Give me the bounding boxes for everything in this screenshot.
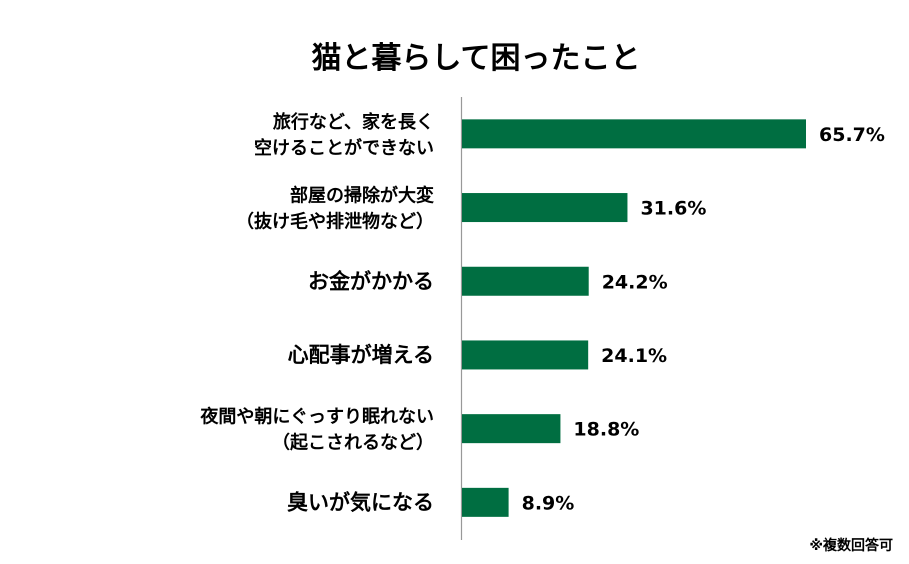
category-label-2: お金がかかる: [308, 269, 434, 293]
bar-4: [462, 414, 561, 444]
category-label-line: お金がかかる: [308, 269, 434, 293]
category-label-4: 夜間や朝にぐっすり眠れない （起こされるなど）: [199, 406, 434, 454]
value-label-5: 8.9%: [522, 492, 575, 514]
category-label-line: 夜間や朝にぐっすり眠れない: [199, 406, 434, 428]
category-label-line: 臭いが気になる: [287, 490, 434, 514]
category-label-1: 部屋の掃除が大変 （抜け毛や排泄物など）: [236, 185, 434, 233]
value-label-2: 24.2%: [602, 271, 668, 293]
bar-3: [462, 340, 589, 370]
value-label-4: 18.8%: [573, 419, 639, 441]
footnote: ※複数回答可: [809, 537, 893, 554]
category-label-line: 空けることができない: [254, 137, 434, 159]
category-label-0: 旅行など、家を長く空けることができない: [254, 111, 434, 159]
value-label-1: 31.6%: [640, 198, 706, 220]
value-label-0: 65.7%: [819, 124, 885, 146]
category-label-3: 心配事が増える: [288, 343, 434, 367]
bar-group: 65.7% 旅行など、家を長く空けることができない 31.6% 部屋の掃除が大変 （抜け…: [199, 111, 885, 517]
bar-5: [462, 487, 509, 517]
value-label-3: 24.1%: [601, 345, 667, 367]
category-label-line: 心配事が増える: [288, 343, 434, 367]
bar-1: [462, 193, 628, 223]
category-label-5: 臭いが気になる: [287, 490, 434, 514]
category-label-line: （抜け毛や排泄物など）: [236, 211, 434, 233]
category-label-line: 部屋の掃除が大変: [290, 185, 434, 207]
category-label-line: （起こされるなど）: [272, 432, 434, 454]
chart-title: 猫と暮らして困ったこと: [311, 41, 640, 76]
category-label-line: 旅行など、家を長く: [273, 111, 434, 133]
bar-2: [462, 266, 589, 296]
bar-0: [462, 119, 806, 149]
